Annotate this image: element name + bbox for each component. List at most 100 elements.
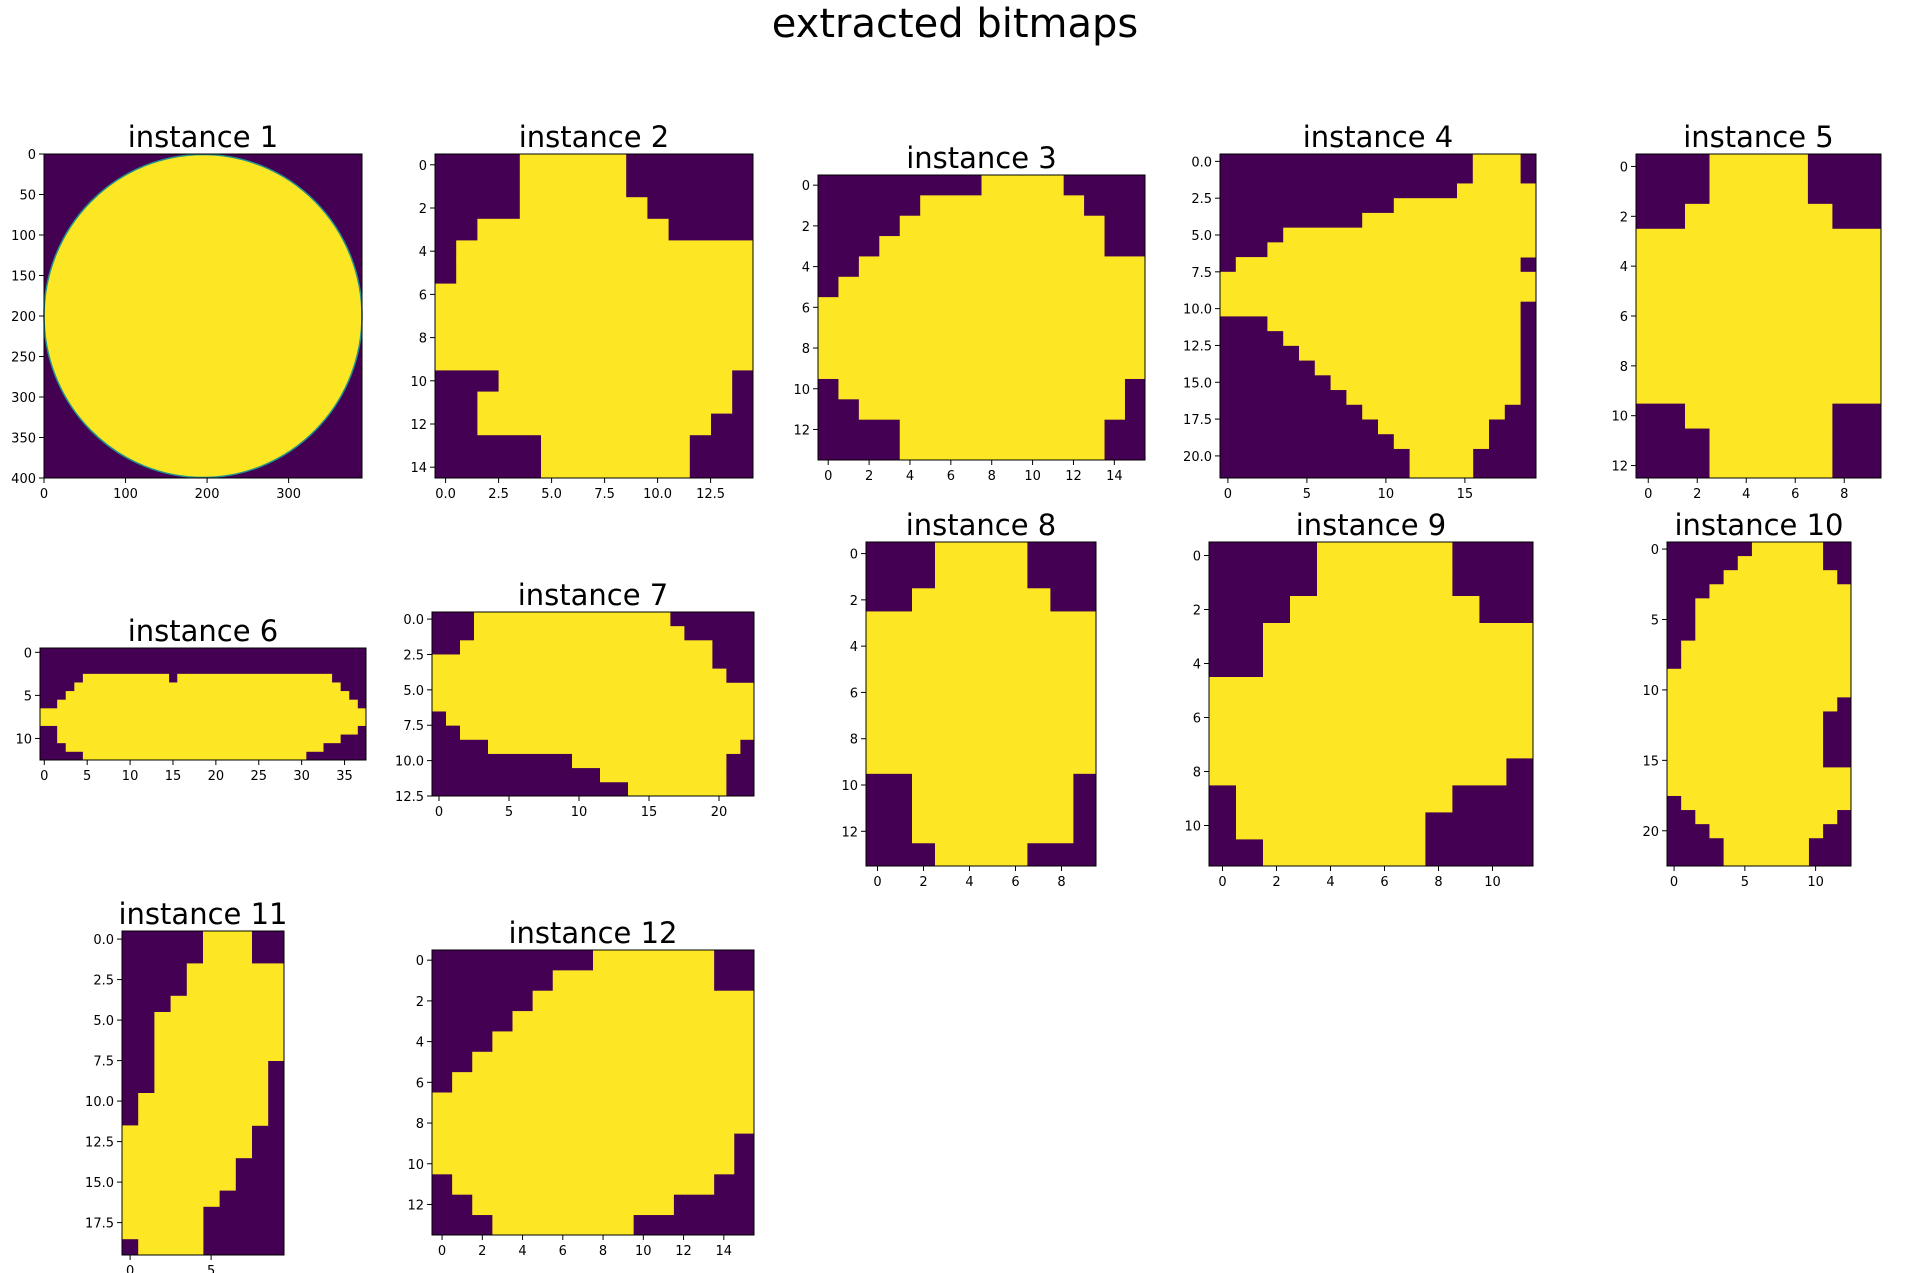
y-tick-label: 4: [419, 245, 427, 260]
bitmap-foreground-run: [1695, 612, 1852, 627]
bitmap-foreground-run: [1317, 569, 1453, 597]
y-tick-label: 6: [416, 1076, 424, 1091]
bitmap-disk: [43, 153, 363, 479]
x-tick-label: 0: [1218, 875, 1226, 890]
y-tick-label: 5: [1651, 613, 1659, 628]
bitmap-foreground-run: [40, 708, 367, 718]
y-tick-label: 4: [850, 640, 858, 655]
panel-title: instance 2: [519, 120, 670, 154]
x-tick-label: 0: [40, 487, 48, 502]
panel-instance-5: instance 5 0 2 4 6 8 0 2 4 6 8 10 12: [1611, 120, 1882, 502]
bitmap-foreground-run: [552, 970, 715, 992]
bitmap-foreground-run: [1299, 345, 1521, 361]
x-tick-label: 4: [518, 1244, 526, 1259]
bitmap-foreground-run: [1457, 183, 1537, 199]
bitmap-foreground-run: [432, 1153, 735, 1175]
bitmap-foreground-run: [474, 626, 685, 641]
bitmap-foreground-run: [203, 931, 252, 948]
bitmap-foreground-run: [1695, 598, 1852, 613]
bitmap-foreground-run: [1667, 682, 1852, 698]
bitmap-foreground-run: [122, 1157, 236, 1175]
bitmap-foreground-run: [1472, 154, 1521, 170]
y-tick-label: 8: [802, 342, 810, 357]
bitmap-foreground-run: [1737, 556, 1824, 571]
bitmap-foreground-run: [432, 668, 727, 684]
bitmap-foreground-run: [935, 842, 1028, 867]
x-tick-label: 5: [1741, 875, 1749, 890]
bitmap-foreground-run: [1636, 353, 1882, 379]
bitmap-foreground-run: [1709, 178, 1808, 205]
bitmap-foreground-run: [492, 1214, 634, 1236]
y-tick-label: 8: [850, 733, 858, 748]
bitmap-foreground-run: [456, 240, 754, 263]
x-tick-label: 5.0: [541, 487, 562, 502]
bitmap-foreground-run: [1681, 640, 1852, 656]
bitmap-foreground-run: [838, 378, 1125, 400]
bitmap-foreground-run: [600, 767, 727, 783]
panel-instance-12: instance 12 0 2 4 6 8 10 12 14 0 2 4 6 8 10 12: [407, 916, 755, 1259]
bitmap-foreground-run: [154, 1028, 285, 1045]
y-tick-label: 10: [407, 1158, 424, 1173]
x-tick-label: 6: [1791, 487, 1799, 502]
panel-title: instance 4: [1303, 120, 1454, 154]
axes-frame: [434, 153, 754, 479]
panel-instance-8: instance 8 0 2 4 6 8 0 2 4 6 8 10 12: [841, 508, 1097, 890]
bitmap-foreground-run: [1220, 301, 1521, 317]
x-tick-label: 8: [1840, 487, 1848, 502]
y-tick-label: 6: [1620, 310, 1628, 325]
bitmap-foreground-run: [1695, 626, 1852, 642]
bitmap-foreground-run: [935, 542, 1028, 566]
bitmap-foreground-run: [435, 326, 754, 349]
y-tick-label: 5.0: [1191, 229, 1212, 244]
panel-instance-1: instance 1 0 100 200 300 0 50 100 150 200 250 300 35…: [11, 120, 363, 502]
bitmap-foreground-run: [1283, 330, 1521, 346]
bitmap-foreground-run: [920, 195, 1085, 217]
bitmap-foreground-run: [628, 781, 727, 797]
y-tick-label: 12.5: [1183, 339, 1212, 354]
bitmap-foreground-run: [532, 990, 755, 1012]
x-tick-label: 12.5: [696, 487, 725, 502]
y-tick-label: 0: [850, 548, 858, 563]
y-tick-label: 50: [19, 189, 36, 204]
y-tick-label: 4: [1620, 260, 1628, 275]
x-tick-label: 0.0: [435, 487, 456, 502]
y-tick-label: 10: [15, 732, 32, 747]
bitmap-foreground-run: [1636, 253, 1882, 280]
y-tick-label: 5.0: [93, 1014, 114, 1029]
y-tick-label: 17.5: [85, 1217, 114, 1232]
panel-instance-7: instance 7 0 5 10 15 20 0.0 2.5 5.0 7.5 10.0 12.5: [395, 578, 755, 820]
x-tick-label: 6: [1380, 875, 1388, 890]
y-tick-label: 10: [841, 779, 858, 794]
bitmap-foreground-run: [432, 654, 713, 670]
bitmap-foreground-run: [154, 1012, 285, 1029]
bitmap-foreground-run: [899, 439, 1105, 461]
x-tick-label: 7.5: [594, 487, 615, 502]
bitmap-foreground-run: [432, 696, 755, 712]
bitmap-foreground-run: [138, 1109, 269, 1126]
bitmap-foreground-run: [122, 1206, 204, 1223]
bitmap-foreground-run: [435, 305, 754, 328]
bitmap-foreground-run: [879, 236, 1105, 257]
bitmap-foreground-run: [912, 773, 1074, 797]
bitmap-foreground-run: [154, 1044, 285, 1061]
x-tick-label: 10: [1807, 875, 1824, 890]
y-tick-label: 200: [11, 310, 36, 325]
y-tick-label: 17.5: [1183, 413, 1212, 428]
y-tick-label: 10: [793, 383, 810, 398]
panel-title: instance 10: [1675, 508, 1844, 542]
y-tick-label: 10.0: [1183, 303, 1212, 318]
x-tick-label: 0: [435, 805, 443, 820]
figure-title: extracted bitmaps: [772, 1, 1139, 47]
bitmap-foreground-run: [899, 419, 1105, 441]
bitmap-foreground-run: [1709, 584, 1852, 599]
bitmap-foreground-run: [1681, 654, 1852, 670]
bitmap-foreground-run: [1709, 453, 1833, 479]
bitmap-foreground-run: [138, 1238, 204, 1256]
bitmap-foreground-run: [1723, 851, 1809, 867]
panel-instance-6: instance 6 0 5 10 15 20 25 30 35 0 5 10: [15, 614, 367, 784]
y-tick-label: 12: [793, 423, 810, 438]
y-tick-label: 10: [1642, 684, 1659, 699]
bitmap-foreground-run: [1409, 448, 1474, 464]
y-tick-label: 2: [1193, 604, 1201, 619]
